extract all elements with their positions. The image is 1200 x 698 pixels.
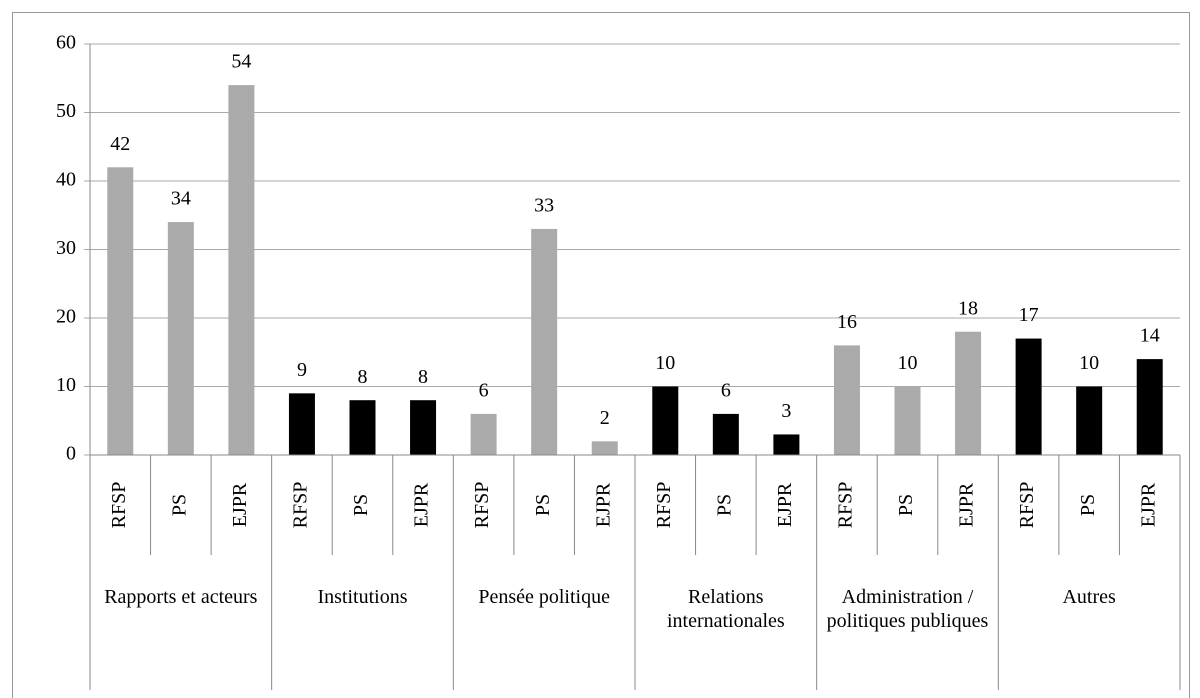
group-label: Relations internationales <box>666 586 785 632</box>
value-label: 14 <box>1140 325 1160 347</box>
x-tick-label: PS <box>168 494 190 516</box>
x-tick-label: EJPR <box>411 482 433 527</box>
group-label: Rapports et acteurs <box>104 586 258 608</box>
bar <box>1076 386 1103 455</box>
value-label: 6 <box>721 379 731 401</box>
bar <box>410 400 437 455</box>
y-tick-label: 30 <box>56 237 76 259</box>
x-tick-label: RFSP <box>471 482 493 529</box>
value-label: 10 <box>655 352 675 374</box>
value-label: 6 <box>479 379 489 401</box>
x-tick-label: RFSP <box>108 482 130 529</box>
x-tick-label: EJPR <box>229 482 251 527</box>
value-label: 16 <box>837 311 857 333</box>
y-tick-label: 40 <box>56 169 76 191</box>
value-label: 34 <box>171 188 191 210</box>
group-label: Pensée politique <box>478 586 610 608</box>
x-tick-label: RFSP <box>290 482 312 529</box>
x-tick-label: EJPR <box>592 482 614 527</box>
x-tick-label: EJPR <box>774 482 796 527</box>
value-label: 18 <box>958 297 978 319</box>
bar <box>349 400 376 455</box>
value-label: 17 <box>1019 304 1039 326</box>
bar <box>531 228 558 455</box>
group-label: Institutions <box>317 586 408 608</box>
x-tick-label: PS <box>895 494 917 516</box>
x-tick-label: RFSP <box>1016 482 1038 529</box>
bar <box>712 413 739 455</box>
x-tick-label: RFSP <box>835 482 857 529</box>
x-tick-label: EJPR <box>1137 482 1159 527</box>
y-tick-label: 50 <box>56 100 76 122</box>
x-tick-label: PS <box>532 494 554 516</box>
value-label: 33 <box>534 195 554 217</box>
bar <box>288 393 315 455</box>
bar <box>955 331 982 455</box>
x-tick-label: RFSP <box>653 482 675 529</box>
bar <box>833 345 860 455</box>
bar <box>470 413 497 455</box>
bar <box>1015 338 1042 455</box>
value-label: 8 <box>418 366 428 388</box>
value-label: 8 <box>358 366 368 388</box>
value-label: 2 <box>600 407 610 429</box>
x-tick-label: EJPR <box>956 482 978 527</box>
x-tick-label: PS <box>713 494 735 516</box>
bar <box>228 85 255 455</box>
value-label: 10 <box>898 352 918 374</box>
bar <box>652 386 679 455</box>
y-tick-label: 20 <box>56 306 76 328</box>
chart-border <box>12 12 1190 698</box>
bar <box>894 386 921 455</box>
value-label: 54 <box>231 51 251 73</box>
x-tick-label: PS <box>1077 494 1099 516</box>
group-label: Autres <box>1062 586 1116 608</box>
value-label: 3 <box>781 400 791 422</box>
y-tick-label: 0 <box>66 443 76 465</box>
bar <box>591 441 618 455</box>
group-label: Administration / politiques publiques <box>826 586 989 632</box>
y-tick-label: 10 <box>56 374 76 396</box>
bar <box>167 222 194 455</box>
value-label: 10 <box>1079 352 1099 374</box>
bar <box>1136 359 1163 455</box>
bar <box>107 167 134 456</box>
y-tick-label: 60 <box>56 32 76 54</box>
bar <box>773 434 800 455</box>
value-label: 9 <box>297 359 307 381</box>
x-tick-label: PS <box>350 494 372 516</box>
value-label: 42 <box>110 133 130 155</box>
